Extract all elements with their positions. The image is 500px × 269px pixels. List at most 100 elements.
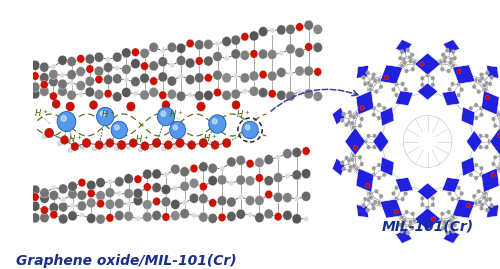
Circle shape <box>492 117 496 121</box>
Circle shape <box>218 196 226 206</box>
Circle shape <box>292 147 302 158</box>
Circle shape <box>192 213 196 218</box>
Circle shape <box>279 50 284 56</box>
Text: $\mathit{H}^+$: $\mathit{H}^+$ <box>34 107 48 119</box>
Polygon shape <box>466 130 482 153</box>
Circle shape <box>347 158 351 163</box>
Circle shape <box>71 143 78 150</box>
Circle shape <box>438 60 442 65</box>
Circle shape <box>264 155 274 165</box>
Circle shape <box>82 139 90 147</box>
Circle shape <box>240 73 250 83</box>
Circle shape <box>430 83 435 87</box>
Circle shape <box>222 90 232 100</box>
Circle shape <box>68 211 77 221</box>
Circle shape <box>40 86 49 96</box>
Circle shape <box>400 82 404 86</box>
Circle shape <box>220 166 224 171</box>
Polygon shape <box>396 178 413 192</box>
Circle shape <box>420 196 424 200</box>
Circle shape <box>404 87 407 92</box>
Circle shape <box>141 142 149 150</box>
Circle shape <box>144 183 151 191</box>
Polygon shape <box>356 168 374 192</box>
Circle shape <box>382 112 386 117</box>
Circle shape <box>173 144 178 149</box>
Circle shape <box>456 82 461 86</box>
Circle shape <box>96 178 105 188</box>
Circle shape <box>374 90 378 94</box>
Circle shape <box>412 218 416 223</box>
Circle shape <box>486 95 490 100</box>
Circle shape <box>430 76 435 80</box>
Circle shape <box>85 87 94 97</box>
Circle shape <box>126 201 131 207</box>
Circle shape <box>448 191 452 196</box>
Circle shape <box>420 203 424 207</box>
Circle shape <box>246 196 254 206</box>
Circle shape <box>372 134 376 138</box>
Circle shape <box>218 175 226 185</box>
Polygon shape <box>444 230 460 243</box>
Circle shape <box>94 52 104 62</box>
Circle shape <box>366 208 370 212</box>
Circle shape <box>105 188 115 198</box>
Circle shape <box>372 206 376 211</box>
Circle shape <box>474 103 478 107</box>
Circle shape <box>116 191 122 196</box>
Polygon shape <box>418 183 438 200</box>
Circle shape <box>440 67 444 72</box>
Circle shape <box>491 173 495 177</box>
Circle shape <box>86 213 96 223</box>
Circle shape <box>50 92 58 100</box>
Circle shape <box>408 223 412 228</box>
Circle shape <box>104 75 113 84</box>
Circle shape <box>302 147 310 155</box>
Circle shape <box>57 111 76 132</box>
Circle shape <box>158 107 174 126</box>
Circle shape <box>126 144 130 149</box>
Circle shape <box>134 175 142 183</box>
Circle shape <box>104 62 113 72</box>
Circle shape <box>86 180 96 190</box>
Text: $\mathit{H}^+$: $\mathit{H}^+$ <box>68 133 82 145</box>
Circle shape <box>142 212 152 222</box>
Circle shape <box>77 55 84 63</box>
Circle shape <box>363 197 368 201</box>
Circle shape <box>366 183 370 188</box>
Circle shape <box>96 199 104 208</box>
Circle shape <box>236 209 246 219</box>
Circle shape <box>377 163 381 167</box>
Circle shape <box>400 197 404 201</box>
Circle shape <box>348 165 353 169</box>
Circle shape <box>350 121 354 126</box>
Circle shape <box>85 76 94 86</box>
Circle shape <box>469 172 473 177</box>
Circle shape <box>248 212 252 218</box>
Circle shape <box>276 155 280 160</box>
Polygon shape <box>373 130 389 153</box>
Circle shape <box>213 70 222 80</box>
Circle shape <box>360 106 364 110</box>
Circle shape <box>450 57 454 62</box>
Circle shape <box>484 145 489 149</box>
Circle shape <box>40 188 49 198</box>
Circle shape <box>126 102 135 111</box>
Circle shape <box>231 35 240 45</box>
Circle shape <box>313 43 322 52</box>
Circle shape <box>485 208 490 212</box>
Circle shape <box>118 140 126 150</box>
Circle shape <box>226 197 236 207</box>
Circle shape <box>196 57 203 65</box>
Polygon shape <box>444 40 460 53</box>
Circle shape <box>178 73 184 79</box>
Circle shape <box>276 90 286 100</box>
Circle shape <box>400 215 404 219</box>
Polygon shape <box>486 65 498 78</box>
Circle shape <box>408 220 412 224</box>
Circle shape <box>222 73 232 83</box>
Circle shape <box>58 86 67 96</box>
Circle shape <box>164 141 172 149</box>
Text: $\mathit{H}^+$: $\mathit{H}^+$ <box>136 133 150 145</box>
Circle shape <box>404 69 408 73</box>
